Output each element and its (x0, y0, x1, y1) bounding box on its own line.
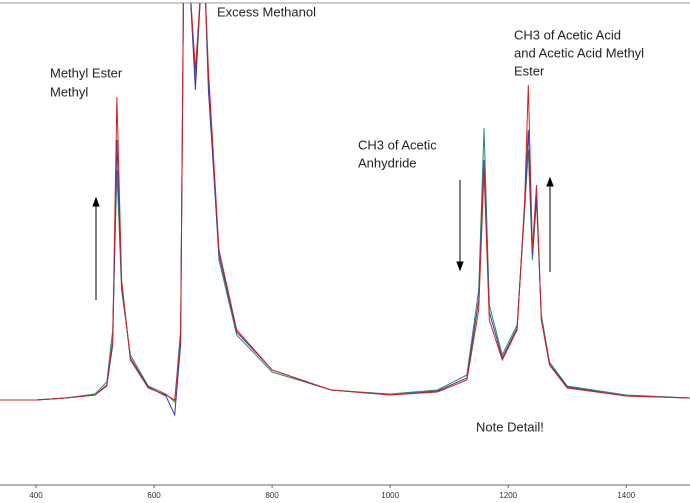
annotation: and Acetic Acid Methyl (514, 45, 644, 60)
x-tick-label: 800 (265, 491, 279, 500)
annotation: Ester (514, 63, 545, 78)
annotation: CH3 of Acetic (358, 137, 437, 152)
annotation: Excess Methanol (217, 4, 316, 19)
x-tick-label: 600 (147, 491, 161, 500)
arrows (92, 176, 554, 300)
x-tick-label: 1000 (381, 491, 399, 500)
traces (0, 3, 690, 417)
annotation: Methyl Ester (50, 65, 123, 80)
x-tick-label: 400 (29, 491, 43, 500)
x-tick-label: 1400 (617, 491, 635, 500)
annotation: Anhydride (358, 155, 417, 170)
trace (0, 3, 690, 401)
trace (0, 3, 690, 417)
annotation: Methyl (50, 84, 88, 99)
annotation: Note Detail! (476, 419, 544, 434)
annotation: CH3 of Acetic Acid (514, 27, 621, 42)
x-tick-label: 1200 (499, 491, 517, 500)
